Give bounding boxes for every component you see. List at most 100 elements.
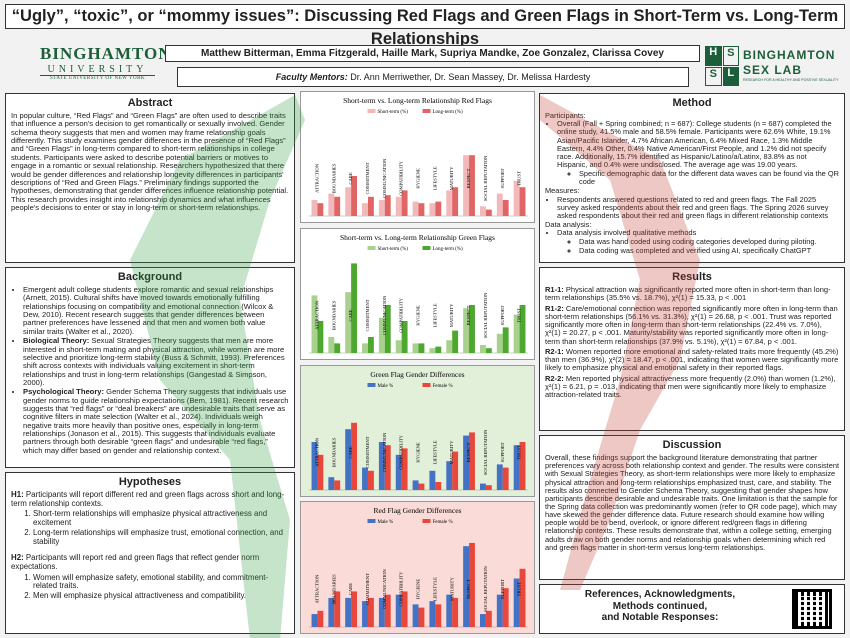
bar: [395, 196, 402, 216]
bar: [485, 348, 492, 353]
category-label: ATTRACTION: [314, 300, 319, 330]
references-line: References, Acknowledgments,: [584, 589, 736, 600]
bar: [469, 542, 475, 627]
chart-title: Short-term vs. Long-term Relationship Re…: [343, 96, 492, 105]
chart: Green Flag Gender Differences Male % Femal…: [309, 370, 528, 491]
legend-swatch: [367, 109, 376, 113]
category-label: RESPECT: [466, 579, 471, 599]
category-label: BOUNDARIES: [331, 574, 336, 604]
section-heading: Abstract: [127, 97, 173, 109]
method-label: Data analysis:: [545, 219, 592, 229]
result-label: R2-2:: [545, 373, 564, 383]
category-label: CARE: [348, 172, 353, 184]
hypothesis-label: H2:: [11, 553, 24, 563]
bar: [362, 601, 368, 627]
legend-swatch: [422, 519, 431, 523]
category-label: MATURITY: [449, 303, 454, 327]
bar: [418, 607, 425, 627]
hypotheses-list: H1: Participants will report different r…: [11, 490, 289, 601]
bar: [519, 187, 526, 216]
bar: [311, 200, 318, 216]
logo-name: BINGHAMTON: [40, 44, 172, 63]
bar: [317, 321, 324, 353]
bar: [334, 480, 341, 490]
legend-label: Male %: [378, 384, 394, 389]
chart-title: Green Flag Gender Differences: [370, 370, 464, 379]
qr-code[interactable]: [792, 589, 832, 629]
bar: [435, 482, 442, 490]
category-label: COMMUNICATION: [382, 432, 387, 472]
bar: [496, 594, 503, 627]
bar: [435, 604, 442, 627]
bar: [362, 467, 368, 490]
bar: [502, 200, 509, 216]
background-item: Emergent adult college students explore …: [23, 285, 289, 336]
bar: [435, 346, 442, 353]
category-label: RESPECT: [466, 168, 471, 188]
hypothesis-sublist: Women will emphasize safety, emotional s…: [11, 573, 289, 601]
bar: [334, 591, 341, 627]
bar: [519, 305, 526, 353]
bar: [395, 454, 402, 490]
category-label: ATTRACTION: [314, 574, 319, 604]
bar: [345, 292, 352, 353]
category-label: COMMITMENT: [365, 162, 370, 194]
category-label: COMMITMENT: [365, 299, 370, 331]
bar: [311, 295, 318, 353]
bar: [367, 196, 374, 216]
bar: [334, 343, 341, 353]
legend-swatch: [422, 383, 431, 387]
logo-left: BINGHAMTON UNIVERSITY STATE UNIVERSITY O…: [40, 44, 172, 88]
bar: [446, 340, 453, 353]
method-label: Measures:: [545, 186, 580, 196]
method-bullet: Data analysis involved qualitative metho…: [557, 228, 839, 237]
bar: [496, 464, 503, 490]
qr-pattern: [799, 596, 825, 622]
result-label: R1-2:: [545, 303, 564, 313]
bar: [513, 578, 520, 627]
legend-label: Male %: [378, 520, 394, 525]
mentors-label: Faculty Mentors:: [275, 72, 348, 82]
result: R2-1: Women reported more emotional and …: [545, 347, 839, 373]
bar: [469, 155, 475, 216]
bar: [429, 203, 436, 216]
category-label: SOCIAL REPUTATION: [483, 566, 488, 612]
category-label: RESPECT: [466, 442, 471, 462]
section-heading: Results: [672, 271, 712, 283]
bar: [469, 305, 475, 353]
bar: [311, 614, 318, 627]
bar: [502, 588, 509, 627]
bar: [351, 176, 358, 216]
bar: [463, 155, 470, 216]
bar: [446, 594, 453, 627]
bar: [334, 196, 341, 216]
chart-title: Short-term vs. Long-term Relationship Gr…: [340, 233, 495, 242]
bar: [435, 201, 442, 216]
category-label: BOUNDARIES: [331, 163, 336, 193]
category-label: COMPATIBILITY: [399, 160, 404, 195]
mentors: Faculty Mentors: Dr. Ann Merriwether, Dr…: [177, 67, 689, 87]
logo-letter: H: [705, 46, 722, 66]
result-text: Physical attraction was significantly re…: [545, 285, 831, 303]
bar: [452, 451, 459, 490]
category-label: SUPPORT: [500, 579, 505, 599]
category-label: HYGIENE: [416, 579, 421, 600]
item-text: Gender Schema Theory suggests that indiv…: [23, 387, 289, 455]
bar: [429, 348, 436, 353]
chart-panel: Short-term vs. Long-term Relationship Gr…: [300, 228, 535, 360]
bar: [351, 422, 358, 490]
legend-swatch: [367, 246, 376, 250]
method-label: Participants:: [545, 111, 586, 121]
bar: [519, 568, 526, 627]
chart-panel: Short-term vs. Long-term Relationship Re…: [300, 91, 535, 223]
logo-letter: L: [722, 66, 739, 86]
abstract-text: In popular culture, “Red Flags” and “Gre…: [11, 111, 289, 212]
method-list: Participants:Overall (Fall + Spring comb…: [545, 111, 839, 255]
bar: [513, 445, 520, 490]
method-subbullets: Data was hand coded using coding categor…: [557, 238, 839, 255]
bar: [328, 337, 335, 353]
bar: [513, 180, 520, 216]
chart-panel: Green Flag Gender Differences Male % Femal…: [300, 365, 535, 497]
bar: [384, 195, 391, 216]
